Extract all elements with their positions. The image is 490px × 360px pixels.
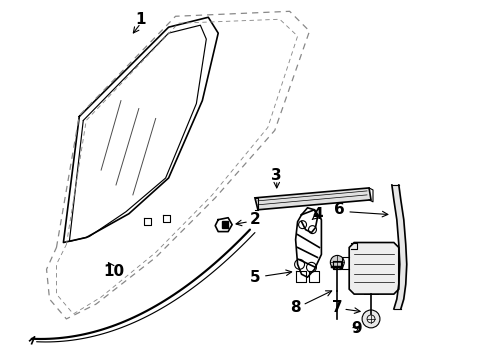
Text: 5: 5 [249, 270, 260, 285]
Circle shape [362, 310, 380, 328]
Text: 9: 9 [351, 321, 362, 336]
Text: 8: 8 [290, 300, 301, 315]
Polygon shape [333, 261, 341, 269]
Text: 4: 4 [312, 207, 323, 222]
Text: 3: 3 [271, 167, 282, 183]
Text: 7: 7 [332, 300, 343, 315]
Text: 2: 2 [249, 212, 260, 227]
Polygon shape [255, 188, 371, 210]
Polygon shape [349, 243, 399, 294]
Text: 1: 1 [136, 12, 146, 27]
Circle shape [330, 255, 344, 269]
Text: 6: 6 [334, 202, 344, 217]
Polygon shape [222, 221, 228, 228]
Text: 10: 10 [103, 264, 124, 279]
